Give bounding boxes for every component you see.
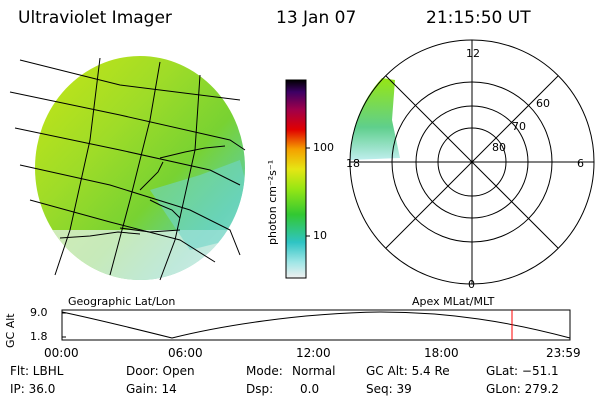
mlt-label-0: 0 bbox=[468, 278, 475, 291]
polar-plot bbox=[349, 39, 595, 285]
colorbar-tick-100: 100 bbox=[313, 141, 334, 154]
geo-plot-title: Geographic Lat/Lon bbox=[68, 295, 176, 308]
mlt-label-6: 6 bbox=[577, 157, 584, 170]
colorbar-unit-label: photon cm⁻²s⁻¹ bbox=[266, 159, 279, 245]
timeline-xtick-0600: 06:00 bbox=[168, 346, 203, 360]
mlt-label-18: 18 bbox=[346, 157, 360, 170]
status-ip: IP: 36.0 bbox=[10, 382, 56, 396]
status-mode-value: Normal bbox=[292, 364, 336, 378]
lat-label-80: 80 bbox=[492, 141, 506, 154]
mlt-label-12: 12 bbox=[466, 47, 480, 60]
status-glon: GLon: 279.2 bbox=[486, 382, 559, 396]
polar-plot-title: Apex MLat/MLT bbox=[412, 295, 495, 308]
instrument-title: Ultraviolet Imager bbox=[18, 8, 172, 28]
lat-label-70: 70 bbox=[512, 120, 526, 133]
status-door: Door: Open bbox=[126, 364, 195, 378]
status-gc-alt: GC Alt: 5.4 Re bbox=[366, 364, 450, 378]
timeline-xtick-2359: 23:59 bbox=[546, 346, 581, 360]
status-gain: Gain: 14 bbox=[126, 382, 177, 396]
status-mode-label: Mode: bbox=[246, 364, 283, 378]
status-dsp-label: Dsp: bbox=[246, 382, 274, 396]
timeline-y-axis-label: GC Alt bbox=[4, 313, 17, 348]
geo-image bbox=[9, 56, 246, 281]
timeline-ytick-1-8: 1.8 bbox=[30, 330, 48, 343]
timeline-xtick-1800: 18:00 bbox=[424, 346, 459, 360]
status-glat: GLat: −51.1 bbox=[486, 364, 559, 378]
colorbar bbox=[285, 79, 307, 279]
image-date: 13 Jan 07 bbox=[276, 8, 357, 28]
colorbar-tick-10: 10 bbox=[313, 229, 327, 242]
status-seq: Seq: 39 bbox=[366, 382, 412, 396]
image-time: 21:15:50 UT bbox=[426, 8, 531, 28]
timeline-ytick-9: 9.0 bbox=[30, 306, 48, 319]
timeline-xtick-1200: 12:00 bbox=[296, 346, 331, 360]
timeline-xtick-0000: 00:00 bbox=[44, 346, 79, 360]
altitude-timeline bbox=[61, 309, 571, 341]
lat-label-60: 60 bbox=[536, 97, 550, 110]
status-filter: Flt: LBHL bbox=[10, 364, 64, 378]
status-dsp-value: 0.0 bbox=[300, 382, 320, 396]
